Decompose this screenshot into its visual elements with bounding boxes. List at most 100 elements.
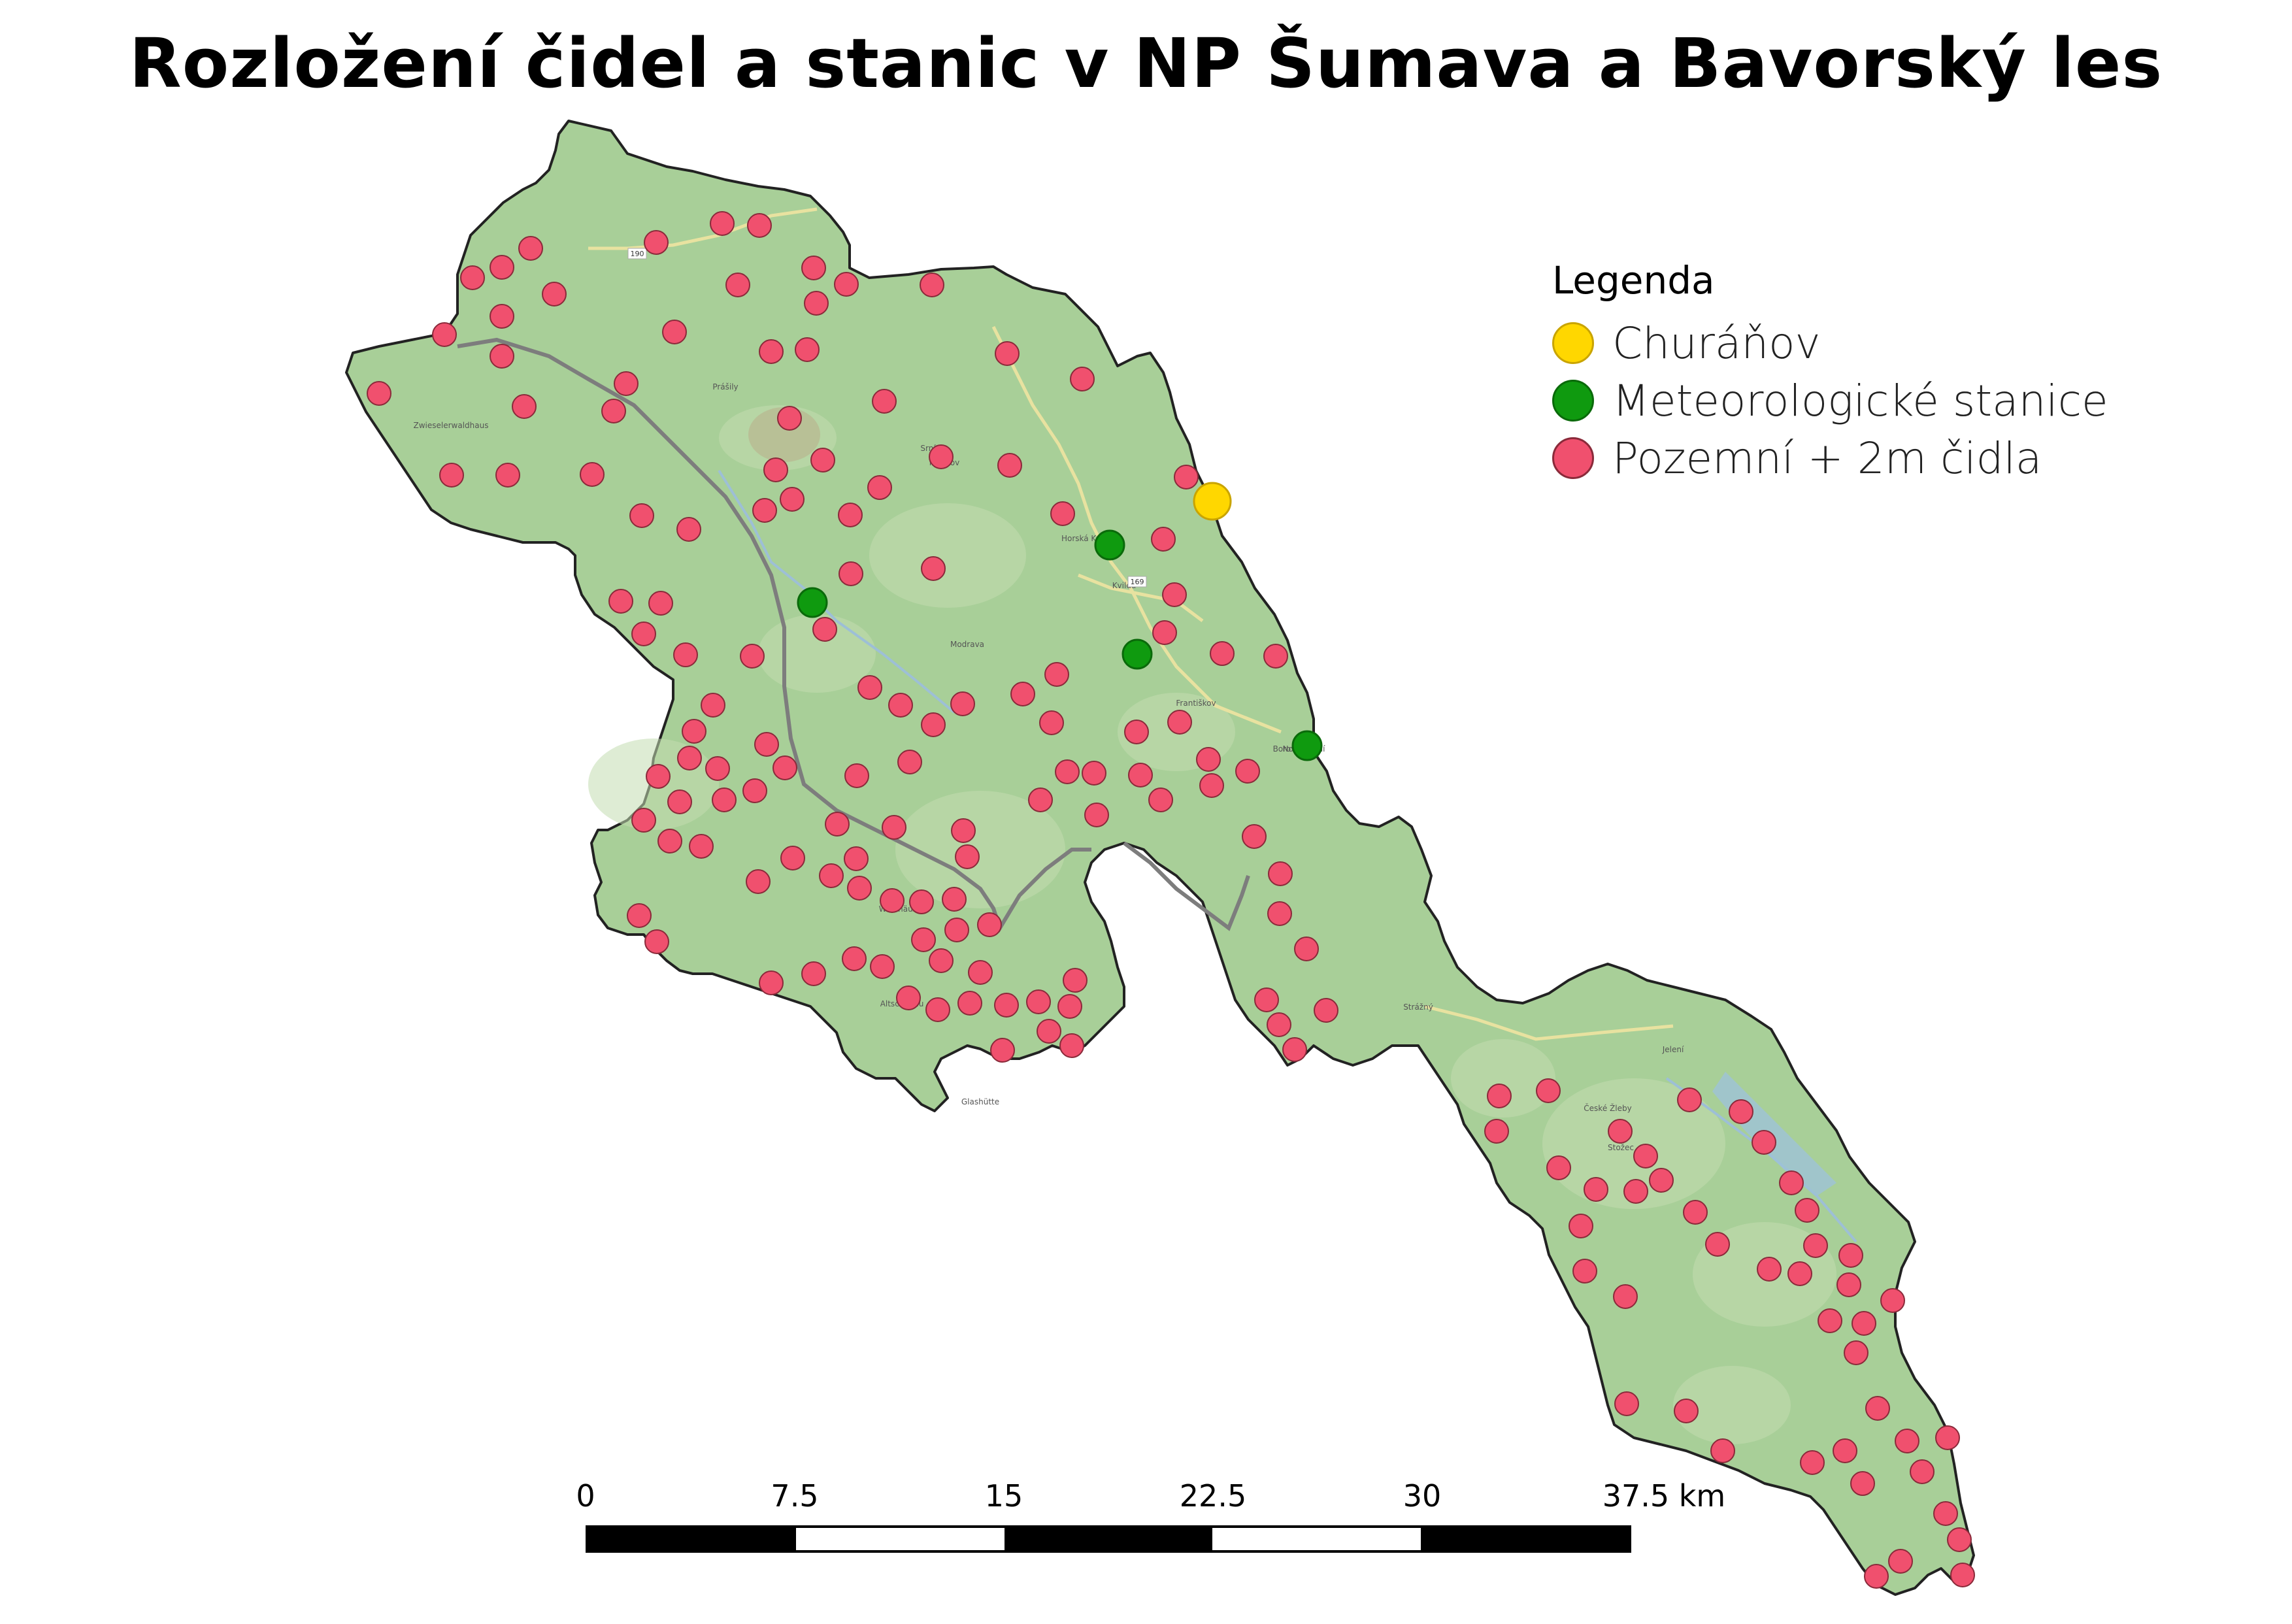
ground-sensor-point <box>759 970 784 995</box>
ground-sensor-point <box>929 444 954 469</box>
state-border-line <box>457 337 1091 933</box>
ground-sensor-point <box>1795 1198 1819 1223</box>
ground-sensor-point <box>1850 1471 1875 1496</box>
ground-sensor-point <box>1844 1340 1868 1365</box>
road-number-box <box>627 248 647 259</box>
ground-sensor-point <box>1833 1438 1857 1463</box>
churanov-point <box>1193 482 1232 521</box>
ground-sensor-point <box>780 846 805 870</box>
ground-sensor-point <box>1757 1257 1782 1282</box>
ground-sensor-point <box>490 255 514 280</box>
ground-sensor-point <box>667 789 692 814</box>
ground-sensor-point <box>439 463 464 488</box>
ground-sensor-point <box>648 591 673 616</box>
ground-sensor-point <box>542 282 567 307</box>
road-number-label: 169 <box>1131 578 1144 586</box>
ground-sensor-point <box>1151 527 1176 552</box>
scale-label-2: 15 <box>984 1478 1023 1514</box>
ground-sensor-point <box>1162 582 1187 607</box>
ground-sensor-point <box>1608 1119 1633 1144</box>
road-number-box <box>1127 576 1147 588</box>
ground-sensor-point <box>1705 1232 1730 1257</box>
ground-sensor-point <box>1487 1084 1512 1108</box>
ground-sensor-point <box>1282 1037 1307 1062</box>
place-label: Stožec <box>1608 1143 1634 1152</box>
sensor-points <box>367 211 1975 1589</box>
ground-sensor-point <box>1254 987 1279 1012</box>
place-label: Prášily <box>712 382 738 391</box>
meteo-station-points <box>797 529 1323 761</box>
ground-sensor-point <box>839 561 863 586</box>
ground-sensor-point <box>1128 763 1153 787</box>
ground-sensor-point <box>752 498 777 523</box>
ground-sensor-point <box>1623 1179 1648 1204</box>
place-label: Zwieselerwaldhaus <box>414 421 489 430</box>
ground-sensor-point <box>942 887 967 912</box>
ground-sensor-point <box>867 475 892 500</box>
ground-sensor-point <box>1267 901 1292 926</box>
ground-sensor-point <box>460 265 485 290</box>
ground-sensor-point <box>882 815 906 840</box>
green-circle-icon <box>1552 380 1594 422</box>
ground-sensor-point <box>1584 1177 1608 1202</box>
ground-sensor-point <box>1729 1099 1753 1124</box>
scale-segment <box>1212 1528 1421 1550</box>
ground-sensor-point <box>490 304 514 329</box>
place-label: Glashütte <box>961 1097 999 1106</box>
road-number-badge: 169 <box>1127 576 1147 588</box>
ground-sensor-point <box>1010 682 1035 706</box>
legend: Legenda Churáňov Meteorologické stanice … <box>1552 258 2108 487</box>
ground-sensor-point <box>1263 644 1288 669</box>
ground-sensor-point <box>1070 367 1095 391</box>
ground-sensor-point <box>627 903 652 928</box>
ground-sensor-point <box>740 644 765 669</box>
ground-sensor-point <box>795 337 820 362</box>
ground-sensor-point <box>1084 803 1109 827</box>
ground-sensor-point <box>951 818 976 843</box>
ground-sensor-point <box>968 960 993 985</box>
ground-sensor-point <box>1933 1501 1958 1526</box>
ground-sensor-point <box>819 863 844 888</box>
meteo-station-point <box>1094 529 1125 561</box>
ground-sensor-point <box>1910 1459 1935 1484</box>
ground-sensor-point <box>1082 761 1106 786</box>
ground-sensor-point <box>631 621 656 646</box>
ground-sensor-point <box>995 341 1020 366</box>
ground-sensor-point <box>955 844 980 869</box>
place-label: České Žleby <box>1584 1103 1631 1113</box>
red-circle-icon <box>1552 437 1594 479</box>
ground-sensor-point <box>880 888 905 913</box>
ground-sensor-point <box>646 764 671 789</box>
ground-sensor-point <box>1152 620 1177 645</box>
ground-sensor-point <box>944 918 969 942</box>
meteo-station-point <box>797 587 828 618</box>
legend-item-meteo-stations: Meteorologické stanice <box>1552 372 2108 429</box>
road-number-label: 190 <box>631 250 644 258</box>
ground-sensor-point <box>921 712 946 737</box>
ground-sensor-point <box>804 291 829 316</box>
ground-sensor-point <box>1028 787 1053 812</box>
ground-sensor-point <box>1614 1391 1639 1416</box>
ground-sensor-point <box>825 812 850 837</box>
ground-sensor-point <box>847 876 872 901</box>
ground-sensor-point <box>810 448 835 472</box>
scale-segment <box>588 1528 797 1550</box>
ground-sensor-point <box>1039 710 1064 735</box>
ground-sensor-point <box>1838 1243 1863 1268</box>
legend-title: Legenda <box>1552 258 1715 303</box>
forest-clearing-patch <box>869 503 1026 608</box>
meteo-station-point <box>1291 730 1323 761</box>
scale-label-0: 0 <box>576 1478 595 1514</box>
ground-sensor-point <box>1674 1399 1699 1423</box>
ground-sensor-point <box>742 778 767 803</box>
ground-sensor-point <box>712 787 737 812</box>
ground-sensor-point <box>844 846 869 871</box>
scale-label-1: 7.5 <box>771 1478 819 1514</box>
ground-sensor-point <box>710 211 735 236</box>
ground-sensor-point <box>1818 1308 1842 1333</box>
ground-sensor-point <box>1268 861 1293 886</box>
ground-sensor-point <box>1267 1012 1291 1037</box>
ground-sensor-point <box>870 954 895 979</box>
state-border-line <box>1123 841 1250 931</box>
ground-sensor-point <box>1063 968 1088 993</box>
